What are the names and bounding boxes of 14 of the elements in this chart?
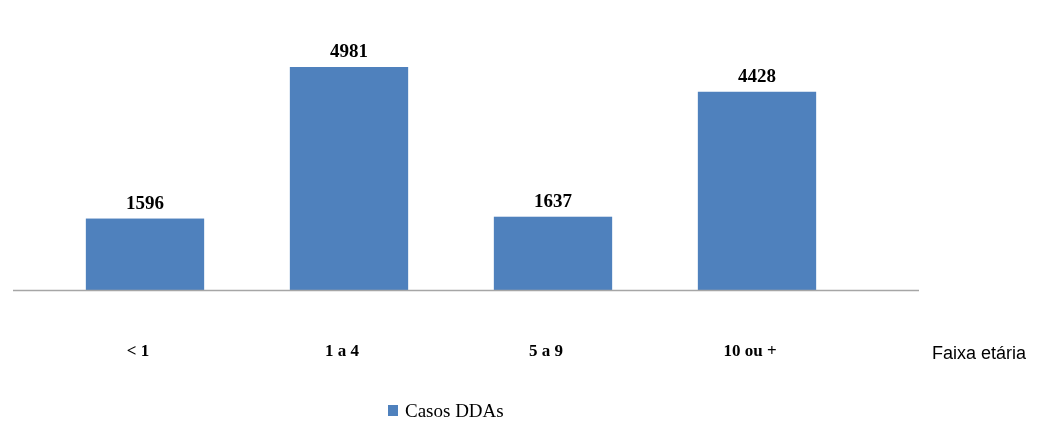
bar bbox=[493, 216, 613, 290]
bar bbox=[697, 91, 817, 290]
x-tick-label: < 1 bbox=[126, 341, 150, 360]
data-label: 4428 bbox=[738, 64, 776, 86]
x-tick-label: 5 a 9 bbox=[529, 341, 563, 360]
data-label: 1596 bbox=[126, 191, 164, 213]
x-tick-label: 10 ou + bbox=[723, 341, 777, 360]
x-tick-label: 1 a 4 bbox=[325, 341, 360, 360]
legend-label: Casos DDAs bbox=[405, 400, 504, 421]
bar bbox=[85, 218, 205, 290]
x-axis-title: Faixa etária bbox=[931, 343, 1028, 363]
data-label: 4981 bbox=[330, 40, 368, 61]
data-label: 1637 bbox=[534, 189, 573, 211]
bar bbox=[289, 67, 409, 290]
